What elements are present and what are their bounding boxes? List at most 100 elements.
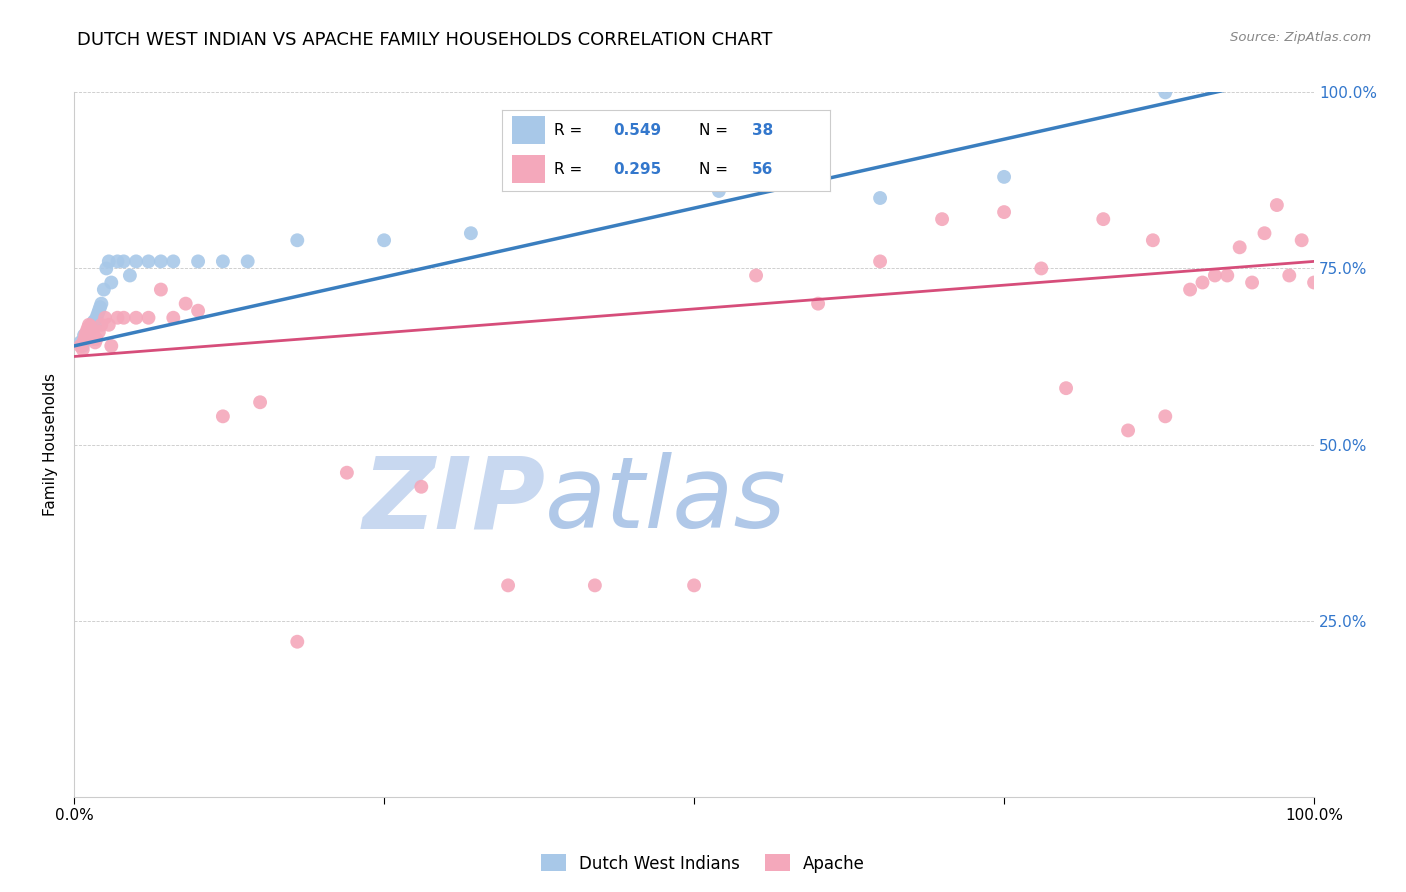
Point (73, 328, 96, 343)
Point (162, 310, 184, 325)
Point (212, 409, 235, 424)
Point (707, 184, 730, 198)
Point (107, 310, 129, 325)
Point (745, 268, 768, 283)
Point (807, 296, 830, 310)
Point (107, 254, 129, 268)
Point (97, 318, 120, 332)
Point (336, 466, 359, 480)
Point (1142, 233, 1164, 247)
Point (931, 212, 953, 227)
Point (162, 254, 184, 268)
Point (87, 303, 110, 318)
Point (94, 310, 117, 325)
Point (112, 254, 135, 268)
Point (97, 254, 120, 268)
Point (77, 325, 100, 339)
Point (1265, 198, 1288, 212)
Point (83, 328, 105, 343)
Point (80, 318, 103, 332)
Point (86, 307, 108, 321)
Point (285, 233, 308, 247)
Point (125, 254, 148, 268)
Point (83, 314, 105, 328)
Point (411, 480, 433, 494)
Point (1241, 276, 1264, 290)
Point (75, 328, 97, 343)
Point (138, 310, 160, 325)
Point (84, 335, 107, 350)
Text: Source: ZipAtlas.com: Source: ZipAtlas.com (1230, 31, 1371, 45)
Point (1216, 268, 1239, 283)
Text: ZIP: ZIP (363, 452, 546, 549)
Point (72, 339, 94, 353)
Point (1204, 268, 1226, 283)
Point (460, 226, 482, 240)
Legend: Dutch West Indians, Apache: Dutch West Indians, Apache (534, 847, 872, 880)
Point (76, 321, 98, 335)
Point (187, 254, 209, 268)
Point (236, 254, 259, 268)
Point (80, 325, 103, 339)
Point (496, 578, 519, 592)
Point (72, 343, 94, 357)
Point (79, 321, 101, 335)
Point (1253, 226, 1275, 240)
Point (174, 296, 197, 310)
Point (138, 254, 160, 268)
Point (993, 169, 1015, 184)
Point (373, 233, 395, 247)
Point (118, 268, 141, 283)
Point (249, 395, 271, 409)
Text: atlas: atlas (546, 452, 787, 549)
Point (112, 310, 135, 325)
Point (1031, 261, 1053, 276)
Point (1154, 409, 1177, 424)
Point (76, 325, 98, 339)
Point (82, 332, 104, 346)
Point (86, 332, 108, 346)
Point (187, 303, 209, 318)
Point (87, 325, 110, 339)
Point (93, 283, 115, 297)
Point (84, 319, 107, 334)
Point (683, 578, 706, 592)
Point (125, 310, 148, 325)
Point (1229, 240, 1251, 254)
Point (1191, 276, 1213, 290)
Point (1054, 381, 1077, 395)
Point (90, 296, 112, 310)
Point (82, 317, 104, 331)
Point (1116, 424, 1139, 438)
Point (285, 634, 308, 648)
Point (89, 300, 111, 314)
Point (1154, 86, 1177, 100)
Point (86, 310, 108, 325)
Point (77, 318, 100, 332)
Point (212, 254, 235, 268)
Point (149, 283, 172, 297)
Point (869, 191, 891, 205)
Point (1178, 283, 1201, 297)
Point (73, 333, 96, 347)
Point (100, 339, 122, 353)
Point (75, 333, 97, 347)
Point (993, 205, 1015, 219)
Point (96, 261, 118, 276)
Point (69, 339, 91, 353)
Point (79, 319, 101, 334)
Point (100, 276, 122, 290)
Point (1303, 276, 1326, 290)
Point (149, 254, 172, 268)
Point (1291, 233, 1313, 247)
Point (76, 326, 98, 341)
Y-axis label: Family Households: Family Households (44, 373, 58, 516)
Point (69, 335, 91, 350)
Point (1278, 268, 1301, 283)
Point (90, 318, 112, 332)
Text: DUTCH WEST INDIAN VS APACHE FAMILY HOUSEHOLDS CORRELATION CHART: DUTCH WEST INDIAN VS APACHE FAMILY HOUSE… (77, 31, 773, 49)
Point (583, 578, 606, 592)
Point (1092, 212, 1115, 227)
Point (869, 254, 891, 268)
Point (76, 330, 98, 344)
